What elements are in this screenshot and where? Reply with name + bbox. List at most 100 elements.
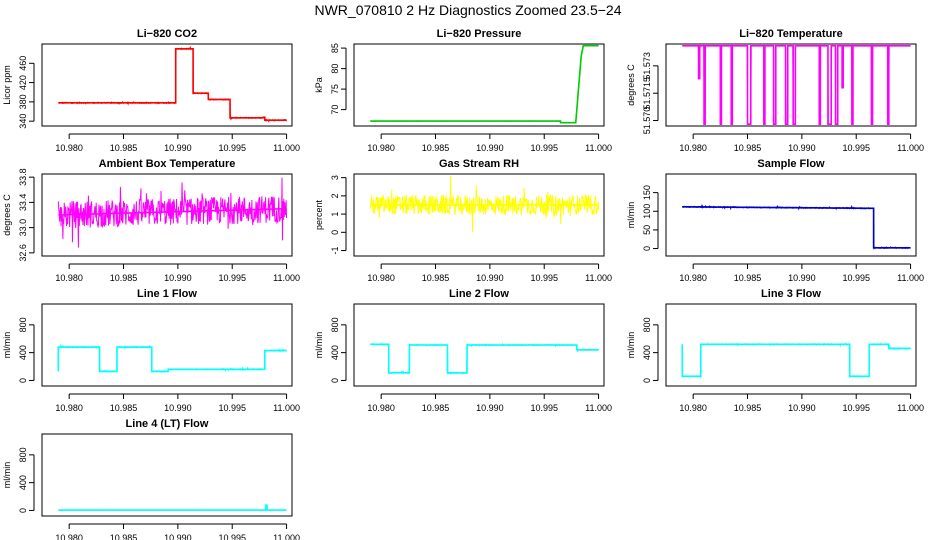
series-line	[681, 343, 911, 378]
x-tick-label: 10.995	[842, 143, 870, 153]
x-tick-label: 10.980	[679, 403, 707, 413]
x-tick-label: 10.985	[734, 273, 762, 283]
chart-title: Line 1 Flow	[137, 288, 197, 300]
y-tick-label: 51.570	[642, 107, 652, 135]
y-tick-label: 0	[642, 246, 652, 251]
chart-panel: Sample Flow 10.980 10.985 10.990 10.995 11.00…	[626, 158, 924, 283]
y-tick-label: 32.6	[18, 244, 28, 262]
y-tick-label: 800	[642, 317, 652, 332]
chart-panel: Line 4 (LT) Flow 10.980 10.985 10.990 10.995…	[2, 418, 300, 540]
chart-panel: Ambient Box Temperature 10.980 10.985 10.99…	[2, 158, 300, 283]
x-tick-label: 10.990	[164, 403, 192, 413]
chart-panel: Li−820 Pressure 10.980 10.985 10.990 10.995 1…	[314, 28, 612, 153]
x-tick-label: 10.985	[734, 403, 762, 413]
x-tick-label: 11.000	[897, 403, 924, 413]
y-tick-label: 400	[330, 345, 340, 360]
y-tick-label: 0	[18, 508, 28, 513]
series-noise	[57, 177, 288, 248]
y-tick-label: 1	[330, 212, 340, 217]
plot-frame	[665, 43, 917, 127]
x-tick-label: 10.990	[788, 403, 816, 413]
y-tick-label: 33.8	[18, 168, 28, 186]
x-tick-label: 10.990	[788, 273, 816, 283]
chart-panel: Line 3 Flow 10.980 10.985 10.990 10.995 11.00…	[626, 288, 924, 413]
x-tick-label: 10.995	[218, 403, 246, 413]
chart-title: Gas Stream RH	[439, 158, 519, 170]
y-tick-label: 800	[330, 317, 340, 332]
y-axis-label: percent	[314, 199, 324, 230]
x-tick-label: 10.980	[679, 143, 707, 153]
y-tick-label: 0	[642, 378, 652, 383]
x-tick-label: 10.980	[679, 273, 707, 283]
series-noise	[681, 203, 911, 250]
chart-title: Line 3 Flow	[761, 288, 821, 300]
chart-panel: Line 2 Flow 10.980 10.985 10.990 10.995 11.00…	[314, 288, 612, 413]
plot-frame	[353, 43, 605, 127]
y-tick-label: 33.4	[18, 194, 28, 212]
x-tick-label: 11.000	[585, 273, 612, 283]
series-line	[682, 45, 911, 125]
series-noise	[682, 45, 911, 125]
x-tick-label: 10.985	[110, 273, 138, 283]
y-tick-label: 3	[330, 175, 340, 180]
x-tick-label: 10.995	[530, 273, 558, 283]
x-tick-label: 11.000	[273, 403, 300, 413]
series-noise	[58, 504, 287, 511]
y-axis-label: ml/min	[626, 202, 636, 229]
chart-title: Li−820 CO2	[137, 28, 197, 40]
x-tick-label: 10.995	[530, 403, 558, 413]
y-tick-label: 460	[18, 56, 28, 71]
y-tick-label: 33.0	[18, 219, 28, 237]
y-tick-label: 0	[330, 378, 340, 383]
x-tick-label: 10.990	[164, 533, 192, 540]
x-tick-label: 10.980	[367, 403, 395, 413]
series-noise	[58, 45, 288, 123]
series-line	[370, 44, 599, 124]
y-axis-label: kPa	[314, 77, 324, 93]
chart-panel: Li−820 Temperature 10.980 10.985 10.990 10.9…	[626, 28, 924, 153]
plot-frame	[353, 303, 605, 387]
y-axis-label: ml/min	[626, 332, 636, 359]
y-tick-label: 420	[18, 75, 28, 90]
x-tick-label: 10.985	[110, 533, 138, 540]
x-tick-label: 10.990	[788, 143, 816, 153]
x-tick-label: 10.995	[842, 273, 870, 283]
y-tick-label: 80	[330, 64, 340, 74]
chart-title: Sample Flow	[757, 158, 825, 170]
chart-panel: Gas Stream RH 10.980 10.985 10.990 10.995 11.…	[314, 158, 612, 283]
y-tick-label: 400	[18, 345, 28, 360]
y-tick-label: 800	[18, 317, 28, 332]
series-noise	[57, 343, 287, 373]
x-tick-label: 10.980	[55, 403, 83, 413]
y-tick-label: 85	[330, 43, 340, 53]
chart-title: Line 4 (LT) Flow	[126, 418, 209, 430]
x-tick-label: 10.985	[422, 403, 450, 413]
y-tick-label: 51.5715	[642, 77, 652, 110]
x-tick-label: 10.990	[164, 143, 192, 153]
x-tick-label: 10.980	[367, 143, 395, 153]
x-tick-label: 10.995	[842, 403, 870, 413]
series-noise	[370, 45, 599, 124]
chart-title: Line 2 Flow	[449, 288, 509, 300]
y-axis-label: ml/min	[2, 462, 12, 489]
chart-title: Li−820 Temperature	[739, 28, 842, 40]
series-noise	[370, 342, 599, 375]
x-tick-label: 11.000	[897, 143, 924, 153]
plot-frame	[41, 173, 293, 257]
y-tick-label: 51.573	[642, 52, 652, 80]
y-tick-label: 70	[330, 105, 340, 115]
x-tick-label: 11.000	[897, 273, 924, 283]
series-line	[58, 504, 287, 511]
plot-frame	[41, 433, 293, 517]
x-tick-label: 10.980	[55, 273, 83, 283]
y-tick-label: 50	[642, 225, 652, 235]
series-line	[58, 48, 287, 122]
series-noise	[682, 342, 911, 378]
x-tick-label: 10.995	[530, 143, 558, 153]
y-tick-label: 340	[18, 114, 28, 129]
series-line	[370, 343, 599, 374]
chart-panel: Line 1 Flow 10.980 10.985 10.990 10.995 11.00…	[2, 288, 300, 413]
plot-frame	[353, 173, 605, 257]
y-tick-label: -1	[330, 247, 340, 255]
x-tick-label: 11.000	[273, 533, 300, 540]
